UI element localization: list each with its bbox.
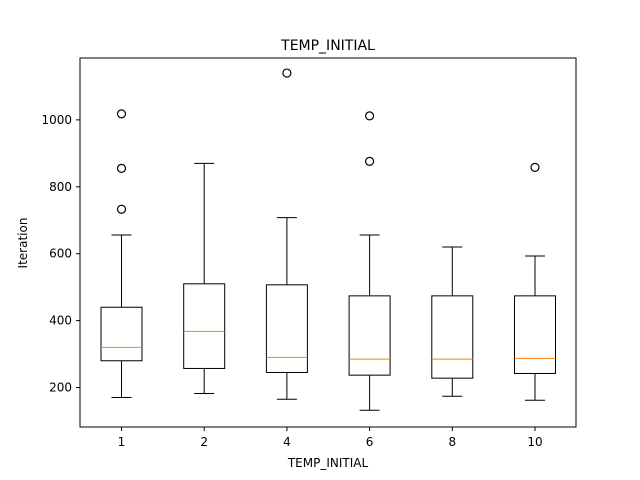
outlier-point xyxy=(282,68,292,78)
outlier-point xyxy=(365,156,375,166)
box-group-1 xyxy=(100,109,143,399)
iqr-box xyxy=(431,295,474,379)
x-tick-label: 8 xyxy=(448,435,456,449)
plot-frame xyxy=(79,57,577,428)
outlier-point xyxy=(530,162,540,172)
x-tick-label: 1 xyxy=(118,435,126,449)
y-tick-label: 600 xyxy=(49,247,72,261)
x-axis-label: TEMP_INITIAL xyxy=(287,456,369,470)
box-group-4 xyxy=(265,68,308,400)
box-group-2 xyxy=(183,162,226,395)
iqr-box xyxy=(265,284,308,373)
x-tick-label: 2 xyxy=(200,435,208,449)
iqr-box xyxy=(348,295,391,376)
y-tick-label: 1000 xyxy=(41,113,72,127)
plot-area xyxy=(100,68,556,411)
x-tick-label: 6 xyxy=(366,435,374,449)
box-group-10 xyxy=(514,162,556,401)
box-group-6 xyxy=(348,111,391,411)
y-axis-label: Iteration xyxy=(16,218,30,269)
iqr-box xyxy=(100,306,143,362)
iqr-box xyxy=(183,283,226,369)
outlier-point xyxy=(365,111,375,121)
box-group-8 xyxy=(431,246,474,397)
outlier-point xyxy=(116,204,127,214)
y-tick-label: 400 xyxy=(49,314,72,328)
outlier-point xyxy=(116,163,127,173)
x-tick-label: 10 xyxy=(527,435,542,449)
outlier-point xyxy=(116,109,127,119)
chart-title: TEMP_INITIAL xyxy=(280,38,375,54)
y-axis: 200 400 600 800 1000 xyxy=(41,113,80,395)
x-tick-label: 4 xyxy=(283,435,291,449)
y-tick-label: 200 xyxy=(49,381,72,395)
x-axis: 1 2 4 6 8 10 xyxy=(118,427,543,449)
iqr-box xyxy=(514,295,556,374)
y-tick-label: 800 xyxy=(49,180,72,194)
